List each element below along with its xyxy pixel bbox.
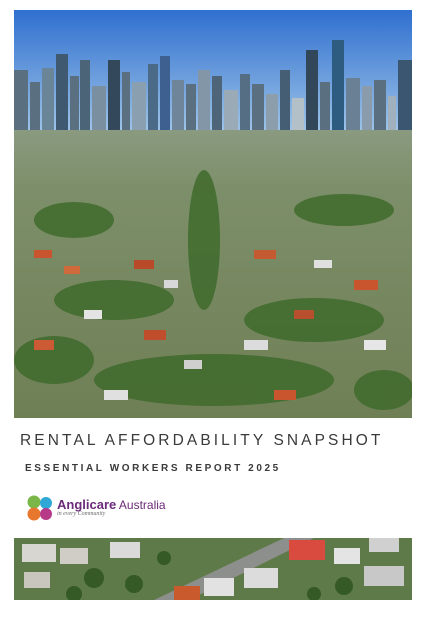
brand-name-bold: Anglicare bbox=[57, 497, 117, 512]
brand-name-light: Australia bbox=[116, 498, 166, 512]
anglicare-brand-name: Anglicare Australia bbox=[57, 496, 166, 514]
hero-aerial-photo bbox=[14, 10, 412, 418]
report-title: RENTAL AFFORDABILITY SNAPSHOT bbox=[20, 432, 384, 449]
hero-photo-graphic bbox=[14, 10, 412, 418]
brand-tagline: in every Community bbox=[57, 511, 106, 517]
anglicare-logo-mark-icon bbox=[27, 495, 52, 521]
bottom-aerial-photo bbox=[14, 538, 412, 600]
bottom-photo-graphic bbox=[14, 538, 412, 600]
report-subtitle: ESSENTIAL WORKERS REPORT 2025 bbox=[25, 463, 281, 474]
